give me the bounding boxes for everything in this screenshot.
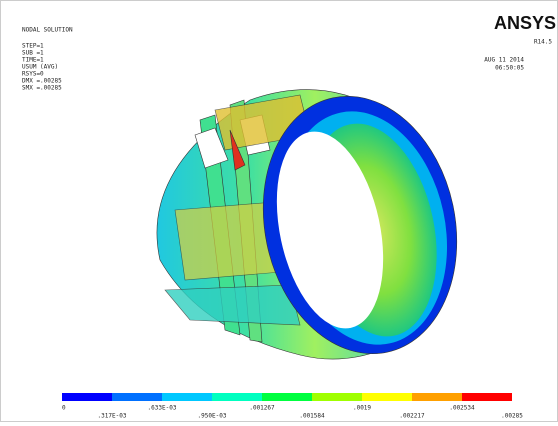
info-line: TIME=1 <box>22 57 44 64</box>
time: 06:50:05 <box>495 65 524 72</box>
legend-band <box>112 393 162 401</box>
legend-label: .002217 <box>399 413 425 420</box>
legend-label: .317E-03 <box>98 413 127 420</box>
info-line: SUB =1 <box>22 50 44 57</box>
info-line: SMX =.00285 <box>22 85 62 92</box>
legend-label: .0019 <box>353 405 371 412</box>
brand-name: ANSYS <box>494 13 556 33</box>
legend-band <box>162 393 212 401</box>
model <box>156 89 458 360</box>
legend-label: .001267 <box>249 405 275 412</box>
legend-band <box>312 393 362 401</box>
opening <box>276 131 384 329</box>
release: R14.5 <box>534 39 552 46</box>
legend-band <box>262 393 312 401</box>
legend-band <box>212 393 262 401</box>
info-line: USUM (AVG) <box>22 64 58 71</box>
info-line: STEP=1 <box>22 43 44 50</box>
legend-label: .633E-03 <box>148 405 177 412</box>
info-line: RSYS=0 <box>22 71 44 78</box>
legend-label: .950E-03 <box>198 413 227 420</box>
legend-label: .002534 <box>449 405 475 412</box>
info-line: DMX =.00285 <box>22 78 62 85</box>
legend-label: .001584 <box>299 413 325 420</box>
legend-band <box>412 393 462 401</box>
date: AUG 11 2014 <box>484 57 524 64</box>
title: NODAL SOLUTION <box>22 27 73 34</box>
legend-label: .00285 <box>501 413 523 420</box>
legend-band <box>462 393 512 401</box>
legend-band <box>362 393 412 401</box>
legend-band <box>62 393 112 401</box>
legend-label: 0 <box>62 405 66 412</box>
